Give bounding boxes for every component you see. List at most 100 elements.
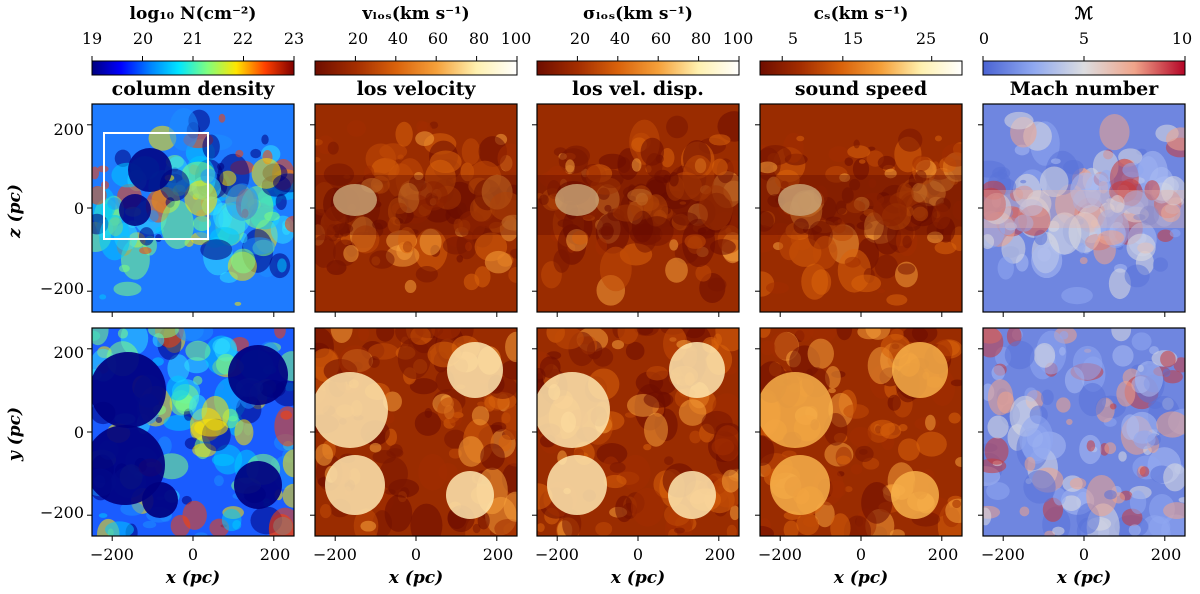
map-texture [1148,516,1171,536]
map-texture [332,223,354,234]
map-texture [843,404,869,419]
cb0-tick: 22 [232,29,254,48]
map-texture [598,226,614,236]
cb2-tick: 40 [609,29,631,48]
map-texture [250,148,262,159]
map-texture [477,401,486,407]
map-texture [234,419,254,446]
map-texture [498,434,512,452]
map-texture [272,173,294,193]
map-texture [282,483,294,508]
map-texture [229,394,241,409]
map-texture [1169,229,1181,238]
map-texture [1161,203,1181,223]
map-texture [625,341,645,361]
panel-frames [87,103,1186,541]
map-texture [92,186,107,205]
map-texture [235,149,244,158]
cb1-tick: 60 [427,29,449,48]
map-texture [877,155,896,170]
map-texture [1077,242,1086,254]
map-texture [166,375,190,401]
map-texture [1139,205,1160,226]
map-texture [992,166,1011,180]
map-texture [874,254,898,279]
map-texture [148,328,179,339]
map-texture [585,164,601,187]
map-texture [1014,144,1030,156]
map-texture [1052,526,1065,536]
x-tick: −200 [758,545,802,564]
map-texture [673,527,685,534]
y-tick-row0: −200 [40,279,84,298]
map-texture [217,162,225,171]
map-texture [418,453,447,491]
map-texture [646,366,669,381]
x-axis-label: x (pc) [1056,568,1112,588]
map-texture [698,185,733,231]
map-texture [395,121,413,147]
map-texture [358,328,370,342]
map-texture [1112,345,1134,367]
map-texture [867,146,876,151]
map-texture [1124,264,1150,288]
map-texture [461,138,481,166]
map-texture [850,464,863,475]
map-texture [609,462,626,473]
map-texture [851,274,882,293]
map-texture [284,215,294,233]
map-texture [1152,257,1169,272]
x-tick: −200 [90,545,134,564]
map-texture [830,513,851,536]
map-texture [413,171,424,181]
map-texture [510,248,517,259]
map-texture [915,170,927,184]
map-texture [595,237,608,255]
map-texture [92,352,166,428]
map-texture [828,146,850,162]
map-texture [793,218,809,234]
colorbar-label-los-vel-disp: σₗₒₛ(km s⁻¹) [583,4,693,24]
map-texture [1039,166,1069,198]
map-texture [1165,127,1185,151]
map-texture [643,391,674,408]
map-texture [596,443,628,465]
map-texture [983,187,1006,221]
map-texture [911,328,938,343]
cb0-tick: 20 [132,29,154,48]
map-texture [635,192,649,206]
map-texture [170,514,191,536]
map-texture [835,200,847,215]
map-texture [715,328,739,352]
map-texture [503,491,517,522]
map-texture [456,255,464,263]
map-texture [1078,382,1107,417]
map-texture [553,249,570,273]
map-panel [760,328,962,536]
map-texture [489,191,517,221]
map-texture [783,520,799,536]
map-texture [371,157,400,181]
map-texture [617,328,639,345]
map-texture [912,206,929,222]
x-tick: −200 [535,545,579,564]
map-texture [415,265,438,283]
map-texture [447,342,503,398]
map-texture [863,208,876,217]
map-texture [346,120,366,137]
map-texture [368,343,399,360]
cb2-tick: 20 [569,29,591,48]
panel-title-los-vel-disp: los vel. disp. [572,78,704,100]
cb0-tick: 19 [81,29,103,48]
map-texture [1104,442,1117,455]
map-texture [726,524,737,536]
map-texture [538,194,549,206]
map-texture [1061,495,1082,511]
map-texture [264,211,280,221]
map-panel [537,104,739,312]
map-texture [92,328,109,346]
map-texture [714,425,739,462]
map-texture [463,273,480,291]
map-texture [547,455,607,515]
map-texture [902,235,912,249]
